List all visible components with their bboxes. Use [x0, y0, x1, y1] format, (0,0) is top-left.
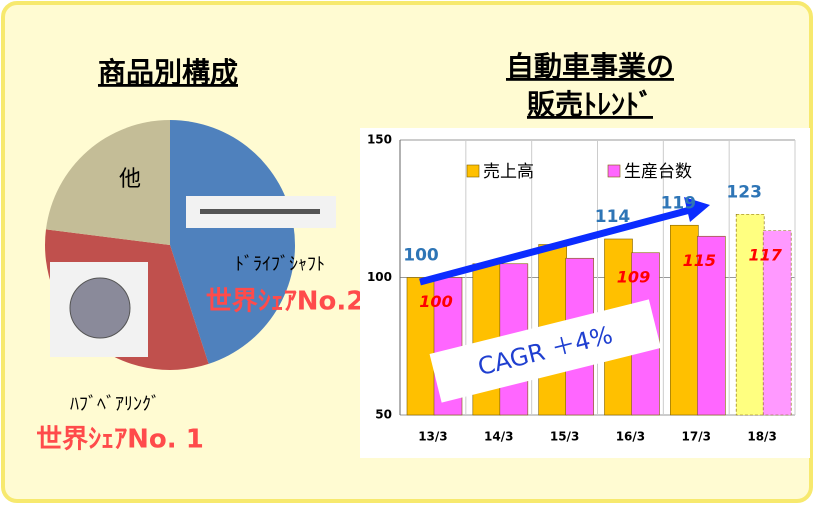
y-tick-label: 100: [367, 270, 392, 284]
trend-arrowhead: [684, 197, 710, 222]
legend-label: 生産台数: [624, 162, 692, 182]
value-label: 119: [661, 193, 697, 213]
pie-title: 商品別構成: [98, 56, 238, 89]
value-label: 123: [726, 182, 762, 202]
value-label: 115: [683, 251, 716, 270]
bar: [735, 213, 765, 416]
x-tick-label: 15/3: [550, 430, 579, 444]
value-label: 100: [419, 292, 452, 311]
legend-swatch: [607, 164, 621, 178]
value-label: 117: [748, 245, 782, 264]
product-shaft: [200, 209, 320, 214]
bar: [670, 224, 699, 416]
x-tick-label: 14/3: [484, 430, 513, 444]
y-tick-label: 50: [375, 408, 392, 422]
bar-chart: 50 100 150 13/3 14/3 15/3 16/3 17/3 18/3 CAGR ＋4%…: [367, 133, 796, 444]
slice-label: 他: [119, 167, 141, 192]
trend-arrow: [419, 206, 691, 286]
bar: [697, 235, 726, 416]
share-label: 世界ｼｪｱNo. 1: [36, 425, 204, 455]
x-tick-label: 13/3: [418, 430, 447, 444]
x-tick-label: 18/3: [747, 430, 776, 444]
pie-slice: [170, 120, 295, 364]
share-label: 世界ｼｪｱNo.2: [206, 287, 365, 317]
slice-label: ﾄﾞﾗｲﾌﾞｼｬﾌﾄ: [235, 254, 325, 275]
x-tick-label: 16/3: [616, 430, 645, 444]
bar: [762, 230, 792, 416]
annotation: CAGR ＋4%: [429, 299, 661, 403]
pie-slice: [45, 120, 171, 245]
legend-swatch: [466, 164, 480, 178]
y-tick-label: 150: [367, 133, 392, 147]
slice-label: ﾊﾌﾞﾍﾞｱﾘﾝｸﾞ: [70, 394, 160, 415]
value-label: 114: [595, 207, 631, 227]
bar-title: 自動車事業の: [506, 50, 674, 83]
legend-label: 売上高: [483, 162, 534, 182]
pie-chart: ﾄﾞﾗｲﾌﾞｼｬﾌﾄ 世界ｼｪｱNo.2 ﾊﾌﾞﾍﾞｱﾘﾝｸﾞ 世界ｼｪｱNo. 1 他: [36, 120, 364, 455]
bar-subtitle: 販売ﾄﾚﾝﾄﾞ: [527, 88, 653, 121]
x-tick-label: 17/3: [682, 430, 711, 444]
bar: [406, 277, 436, 416]
value-label: 100: [403, 246, 439, 266]
annotation-box: [429, 299, 661, 403]
value-label: 109: [617, 267, 650, 286]
product-hub: [69, 277, 131, 339]
